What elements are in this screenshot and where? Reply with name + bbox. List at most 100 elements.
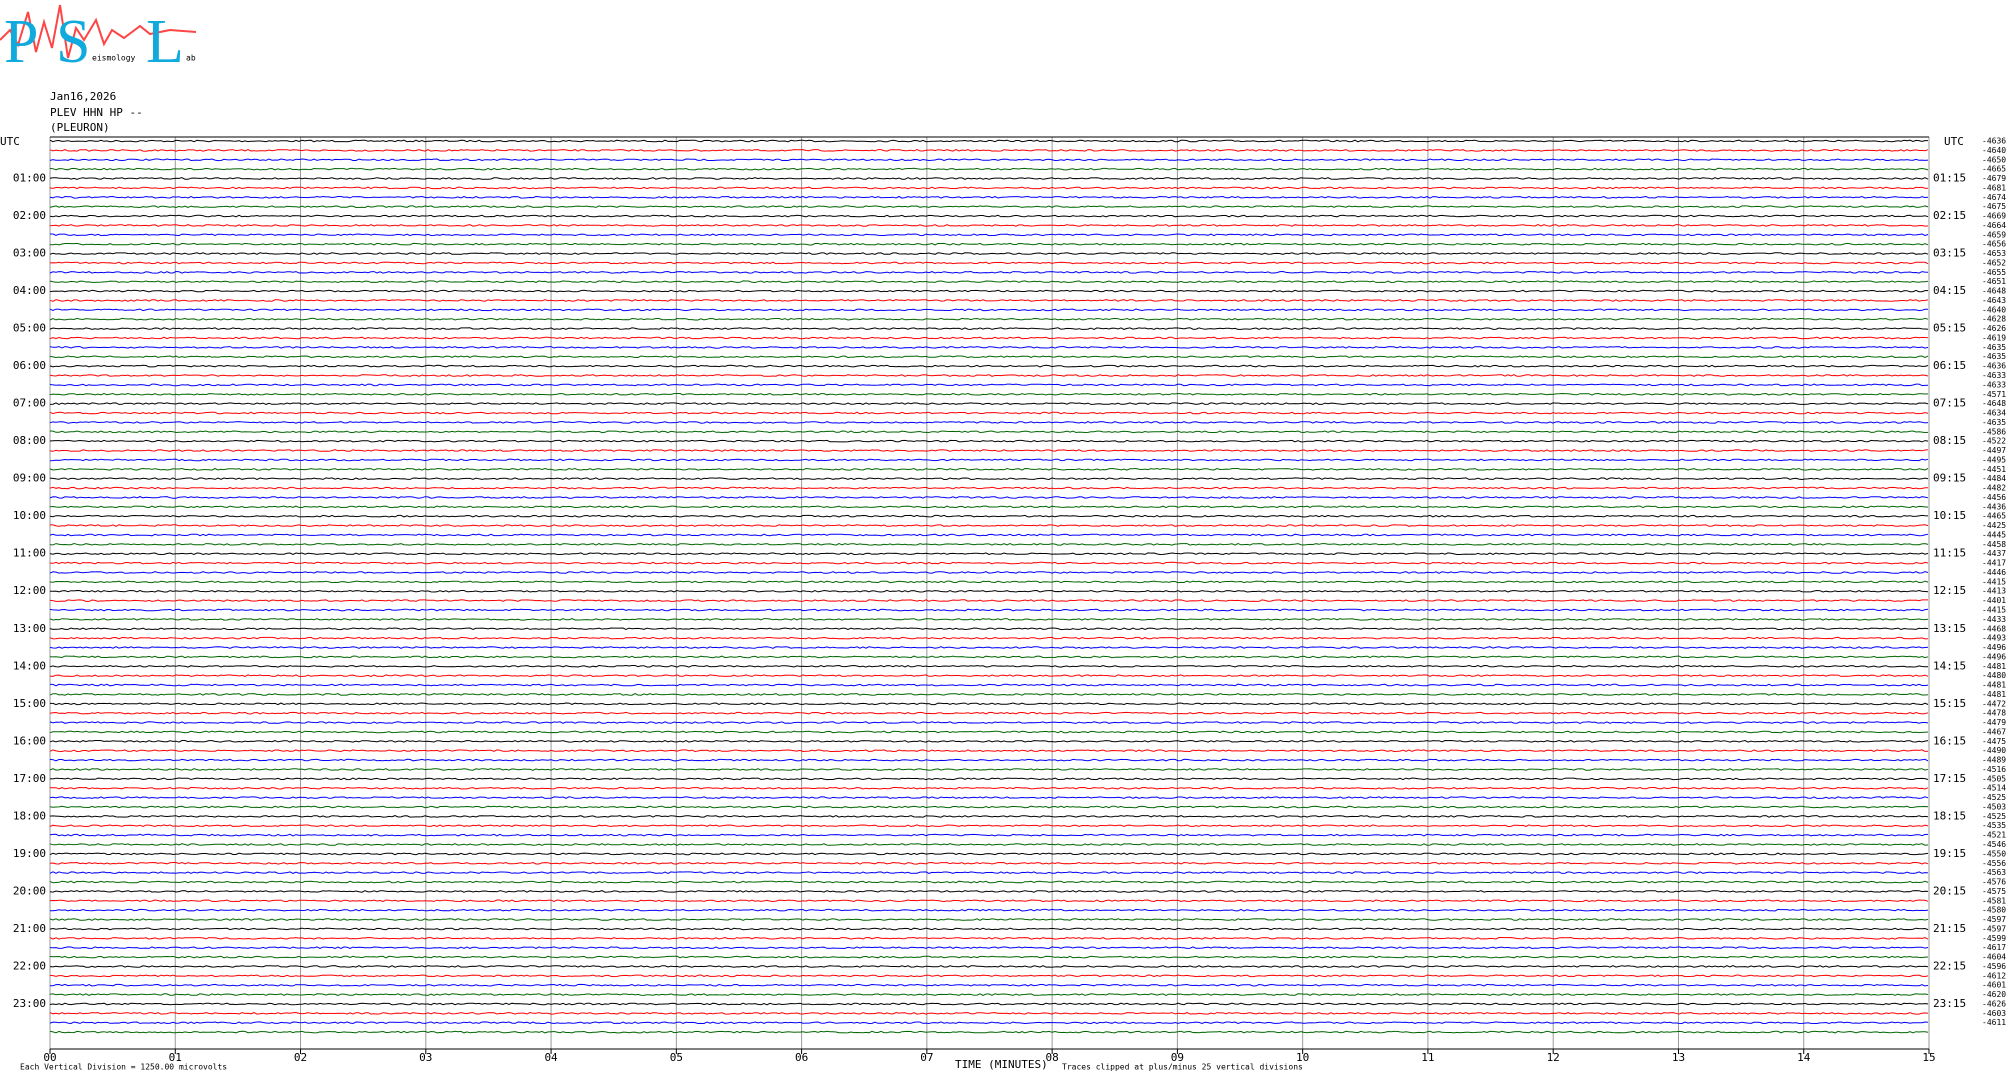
trace	[49, 336, 1929, 340]
trace	[49, 815, 1929, 818]
trace	[49, 327, 1929, 330]
row-offset: -4425	[1982, 521, 2006, 530]
hour-label-left: 12:00	[13, 584, 46, 597]
row-offset: -4493	[1982, 634, 2006, 643]
trace	[49, 477, 1929, 481]
trace	[49, 195, 1929, 199]
x-tick-label: 10	[1296, 1051, 1309, 1064]
hour-label-right: 21:15	[1933, 922, 1966, 935]
row-offset: -4679	[1982, 174, 2006, 183]
hour-label-left: 02:00	[13, 209, 46, 222]
trace	[49, 374, 1929, 377]
x-tick-label: 11	[1421, 1051, 1434, 1064]
hour-label-left: 13:00	[13, 622, 46, 635]
trace	[49, 402, 1929, 405]
row-offset: -4612	[1982, 971, 2006, 980]
row-offset: -4643	[1982, 296, 2006, 305]
trace	[50, 702, 1929, 706]
trace	[49, 871, 1929, 874]
row-offset: -4514	[1982, 784, 2006, 793]
trace	[50, 524, 1929, 527]
hour-label-right: 09:15	[1933, 472, 1966, 485]
trace	[49, 646, 1929, 649]
row-offset: -4484	[1982, 474, 2006, 483]
row-offset: -4456	[1982, 493, 2006, 502]
row-offset: -4603	[1982, 1009, 2006, 1018]
row-offset: -4636	[1982, 362, 2006, 371]
trace	[49, 299, 1929, 302]
row-offset: -4681	[1982, 183, 2006, 192]
row-offset: -4481	[1982, 681, 2006, 690]
row-offset: -4465	[1982, 512, 2006, 521]
x-tick-label: 03	[419, 1051, 432, 1064]
trace	[49, 618, 1929, 621]
row-offset: -4481	[1982, 690, 2006, 699]
row-offset: -4648	[1982, 399, 2006, 408]
trace	[49, 749, 1929, 753]
hour-label-right: 16:15	[1933, 734, 1966, 747]
x-tick-label: 13	[1672, 1051, 1685, 1064]
trace	[49, 974, 1929, 978]
x-tick-label: 14	[1797, 1051, 1811, 1064]
hour-label-left: 04:00	[13, 284, 46, 297]
hour-label-left: 22:00	[13, 959, 46, 972]
x-axis-label: TIME (MINUTES)	[955, 1058, 1048, 1071]
hour-label-left: 21:00	[13, 922, 46, 935]
row-offset: -4415	[1982, 577, 2006, 586]
row-offset: -4436	[1982, 502, 2006, 511]
hour-label-left: 09:00	[13, 472, 46, 485]
x-tick-label: 07	[920, 1051, 933, 1064]
trace	[49, 167, 1929, 171]
hour-label-right: 19:15	[1933, 847, 1966, 860]
trace	[49, 711, 1929, 715]
row-offset: -4576	[1982, 878, 2006, 887]
trace	[49, 1011, 1929, 1015]
trace	[50, 233, 1929, 237]
hour-label-right: 05:15	[1933, 322, 1966, 335]
row-offset: -4571	[1982, 390, 2006, 399]
hour-label-right: 07:15	[1933, 397, 1966, 410]
trace	[49, 580, 1929, 584]
x-tick-label: 02	[294, 1051, 307, 1064]
trace	[49, 317, 1929, 321]
trace	[49, 861, 1929, 865]
hour-label-right: 23:15	[1933, 997, 1966, 1010]
trace	[49, 458, 1929, 462]
row-offset: -4652	[1982, 258, 2006, 267]
trace	[49, 439, 1929, 443]
hour-label-right: 17:15	[1933, 772, 1966, 785]
trace	[49, 289, 1928, 293]
trace	[49, 664, 1928, 668]
row-offset: -4496	[1982, 643, 2006, 652]
trace	[49, 149, 1929, 152]
row-offset: -4665	[1982, 165, 2006, 174]
hour-label-right: 18:15	[1933, 809, 1966, 822]
row-offset: -4659	[1982, 230, 2006, 239]
trace	[50, 242, 1929, 246]
row-offset: -4635	[1982, 343, 2006, 352]
row-offset: -4563	[1982, 868, 2006, 877]
trace	[49, 355, 1929, 359]
site: (PLEURON)	[50, 121, 110, 134]
trace	[49, 721, 1929, 724]
trace	[49, 1002, 1929, 1006]
trace	[49, 158, 1929, 162]
trace	[49, 261, 1929, 265]
trace	[49, 505, 1928, 509]
row-offset: -4478	[1982, 709, 2006, 718]
row-offset: -4581	[1982, 896, 2006, 905]
hour-label-left: 14:00	[13, 659, 46, 672]
trace	[49, 777, 1929, 781]
x-tick-label: 01	[169, 1051, 182, 1064]
row-offset: -4597	[1982, 924, 2006, 933]
trace	[49, 214, 1929, 218]
trace	[49, 899, 1929, 903]
hour-label-left: 16:00	[13, 734, 46, 747]
row-offset: -4525	[1982, 812, 2006, 821]
row-offset: -4601	[1982, 981, 2006, 990]
trace	[49, 449, 1929, 452]
trace	[49, 768, 1929, 771]
trace	[49, 224, 1929, 227]
hour-label-right: 14:15	[1933, 659, 1966, 672]
row-offset: -4481	[1982, 662, 2006, 671]
